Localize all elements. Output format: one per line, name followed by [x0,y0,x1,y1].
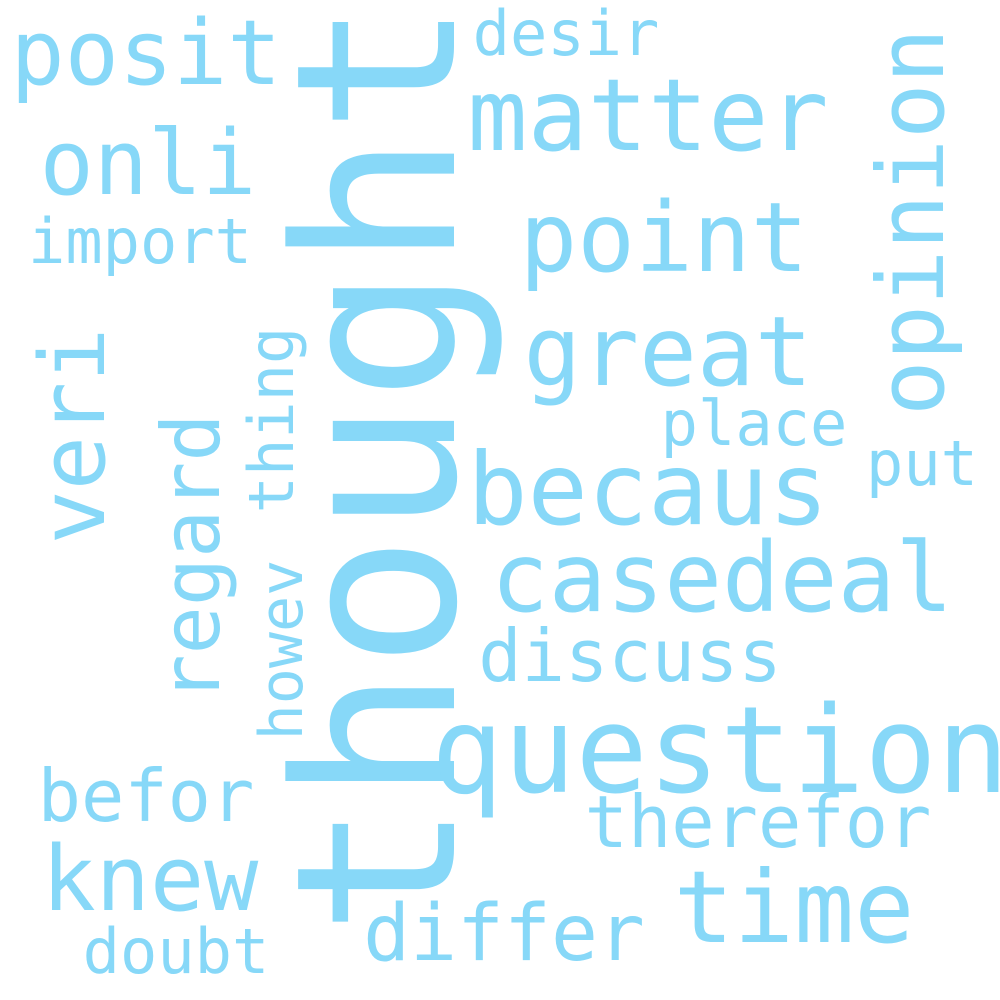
word-great: great [523,296,813,408]
word-casedeal: casedeal [490,522,954,634]
word-time: time [673,849,915,966]
word-desir: desir [472,0,660,70]
word-point: point [519,182,809,294]
word-therefor: therefor [584,780,932,864]
word-discuss: discuss [478,614,782,698]
word-knew: knew [41,827,259,932]
word-matter: matter [467,57,829,174]
word-becaus: becaus [467,431,829,548]
word-thing: thing [235,326,308,514]
word-opinion: opinion [858,28,965,416]
word-regard: regard [145,413,238,703]
word-differ: differ [363,889,645,979]
word-import: import [28,205,252,278]
word-befor: befor [37,754,255,838]
word-doubt: doubt [82,915,270,988]
word-question: question [431,682,1000,821]
word-onli: onli [39,111,257,216]
word-veri: veri [21,327,126,545]
word-howev: howev [247,559,317,741]
word-place: place [660,387,848,460]
word-posit: posit [10,1,282,106]
word-put: put [866,427,978,500]
